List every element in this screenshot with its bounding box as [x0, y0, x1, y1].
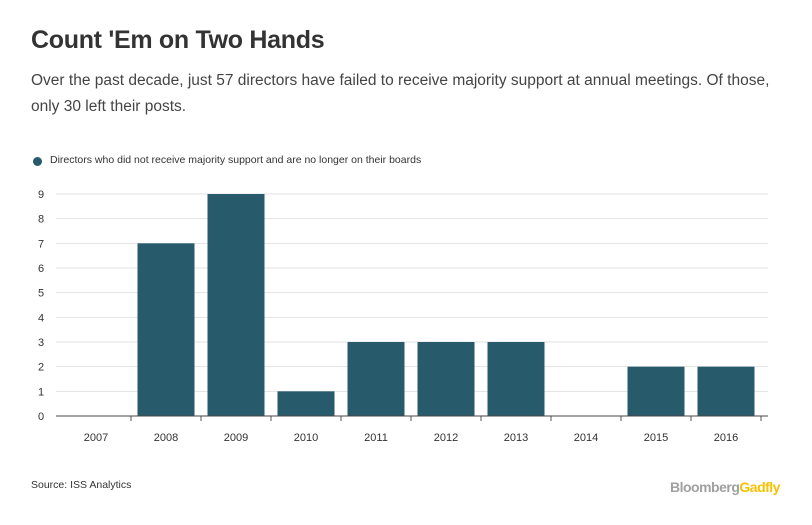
y-tick-label: 9: [38, 189, 44, 201]
logo: BloombergGadfly: [670, 479, 780, 495]
source-note: Source: ISS Analytics: [31, 479, 132, 491]
bar-2012: [417, 342, 475, 416]
y-tick-label: 0: [38, 411, 44, 423]
legend-label: Directors who did not receive majority s…: [50, 153, 422, 166]
bar-2009: [207, 194, 265, 416]
y-tick-label: 6: [38, 263, 44, 275]
y-tick-label: 5: [38, 288, 44, 300]
y-tick-label: 4: [38, 312, 44, 324]
bar-2015: [627, 366, 685, 416]
legend: Directors who did not receive majority s…: [33, 153, 421, 166]
x-tick-label: 2009: [224, 432, 248, 444]
bar-2010: [277, 391, 335, 416]
y-tick-label: 7: [38, 238, 44, 250]
x-tick-label: 2007: [84, 432, 108, 444]
x-tick-label: 2013: [504, 432, 528, 444]
y-tick-label: 1: [38, 386, 44, 398]
x-tick-label: 2012: [434, 432, 458, 444]
y-tick-label: 8: [38, 214, 44, 226]
legend-swatch: [33, 157, 42, 166]
x-tick-label: 2010: [294, 432, 318, 444]
bar-2016: [697, 366, 755, 416]
x-tick-label: 2016: [714, 432, 738, 444]
x-tick-label: 2011: [364, 432, 388, 444]
bar-2008: [137, 243, 195, 416]
y-tick-label: 3: [38, 337, 44, 349]
chart-title: Count 'Em on Two Hands: [31, 26, 325, 54]
x-tick-label: 2008: [154, 432, 178, 444]
bar-2011: [347, 342, 405, 416]
x-tick-label: 2014: [574, 432, 598, 444]
bar-2013: [487, 342, 545, 416]
y-tick-label: 2: [38, 362, 44, 374]
chart-subtitle: Over the past decade, just 57 directors …: [31, 72, 770, 115]
x-tick-label: 2015: [644, 432, 668, 444]
